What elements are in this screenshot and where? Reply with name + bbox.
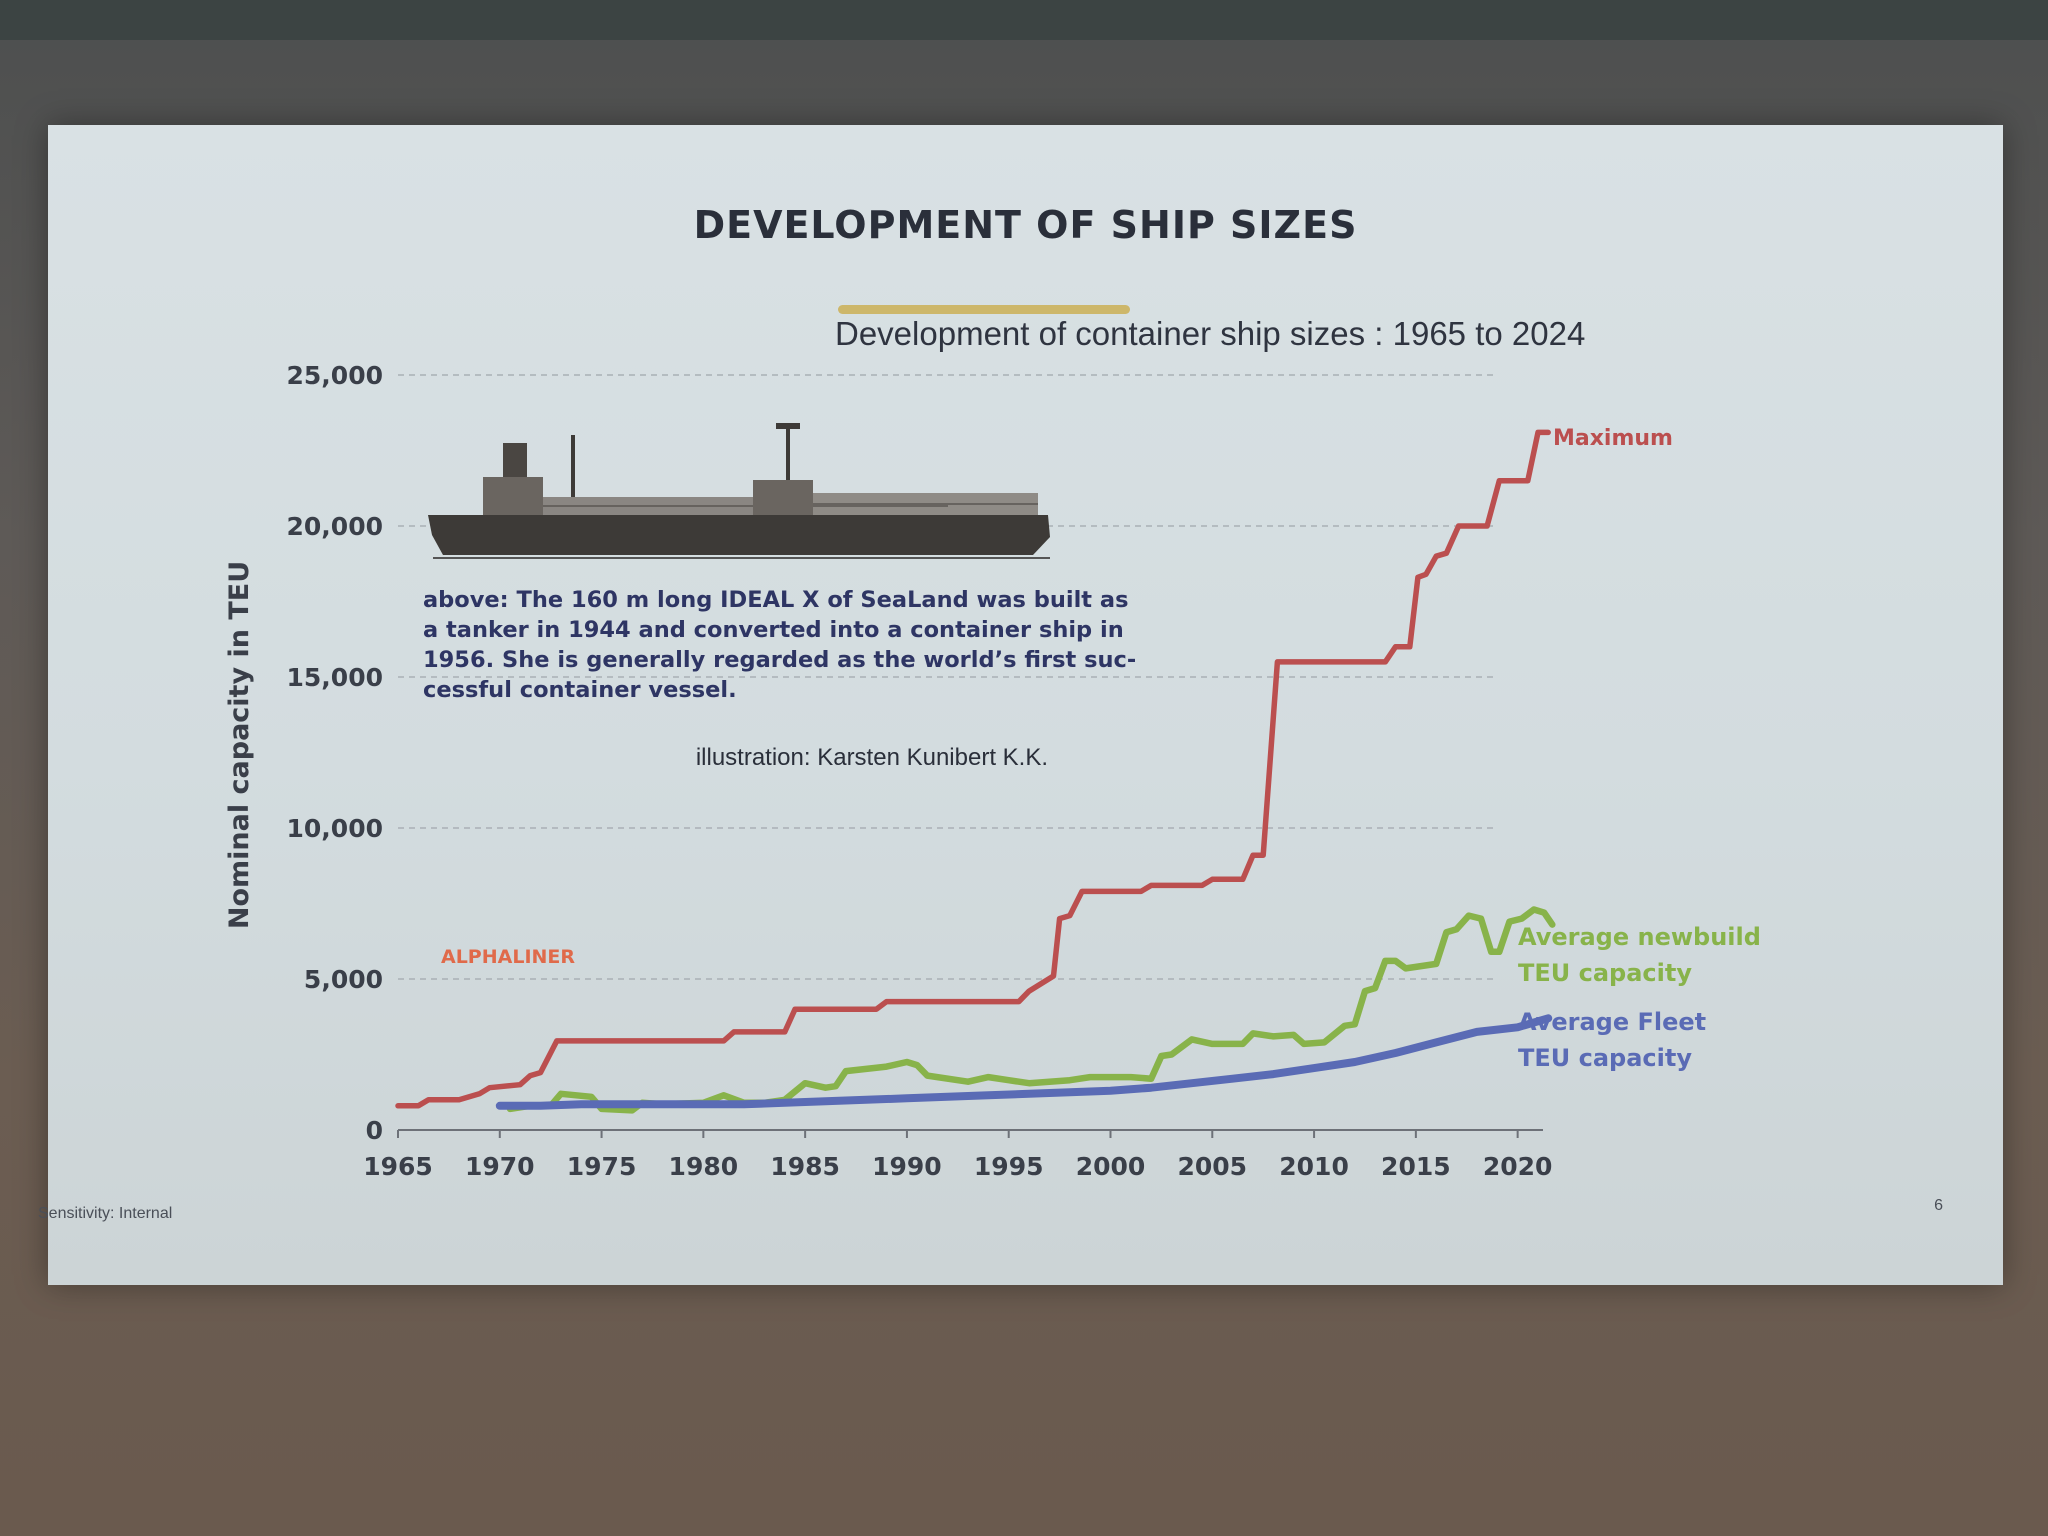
x-tick-label: 1975 bbox=[567, 1152, 637, 1181]
title-underline bbox=[838, 305, 1130, 314]
caption-line: a tanker in 1944 and converted into a co… bbox=[423, 617, 1124, 643]
slide-title: DEVELOPMENT OF SHIP SIZES bbox=[693, 203, 1358, 247]
ship-size-chart: Development of container ship sizes : 19… bbox=[224, 315, 1761, 1181]
series-label-newbuild: TEU capacity bbox=[1518, 959, 1692, 987]
y-tick-label: 15,000 bbox=[287, 663, 383, 692]
y-axis-label: Nominal capacity in TEU bbox=[224, 561, 255, 929]
x-tick-label: 1965 bbox=[363, 1152, 433, 1181]
y-tick-label: 20,000 bbox=[287, 512, 383, 541]
x-tick-label: 2020 bbox=[1483, 1152, 1553, 1181]
y-tick-label: 10,000 bbox=[287, 814, 383, 843]
series-labels: Maximum Average newbuild TEU capacity Avera… bbox=[1518, 426, 1761, 1072]
sensitivity-label: Sensitivity: Internal bbox=[38, 1205, 173, 1222]
series-line-maximum bbox=[395, 429, 1551, 1109]
y-tick-labels: 0 5,000 10,000 15,000 20,000 25,000 bbox=[287, 361, 383, 1145]
series-label-fleet: TEU capacity bbox=[1518, 1044, 1692, 1072]
series-label-newbuild: Average newbuild bbox=[1518, 923, 1761, 951]
series-line-newbuild bbox=[506, 906, 1556, 1114]
gridlines bbox=[398, 374, 1498, 980]
ideal-x-ship-illustration bbox=[428, 423, 1050, 559]
x-tick-label: 2010 bbox=[1279, 1152, 1349, 1181]
x-tick-label: 1985 bbox=[770, 1152, 840, 1181]
x-tick-label: 1980 bbox=[669, 1152, 739, 1181]
projector-frame-top bbox=[0, 0, 2048, 40]
series-label-maximum: Maximum bbox=[1553, 426, 1673, 451]
caption-line: 1956. She is generally regarded as the w… bbox=[423, 647, 1136, 673]
x-tick-label: 1970 bbox=[465, 1152, 535, 1181]
caption-line: above: The 160 m long IDEAL X of SeaLand… bbox=[423, 587, 1128, 613]
y-tick-label: 25,000 bbox=[287, 361, 383, 390]
chart-title: Development of container ship sizes : 19… bbox=[835, 315, 1585, 352]
series-lines bbox=[395, 429, 1556, 1114]
illustration-credit: illustration: Karsten Kunibert K.K. bbox=[696, 744, 1048, 771]
x-tick-labels: 1965 1970 1975 1980 1985 1990 1995 2000 2005 2010… bbox=[363, 1130, 1552, 1181]
alphaliner-logo-text: ALPHALINER bbox=[441, 946, 575, 968]
series-label-fleet: Average Fleet bbox=[1518, 1008, 1706, 1036]
series-line-fleet bbox=[495, 1014, 1553, 1110]
caption-line: cessful container vessel. bbox=[423, 677, 737, 703]
y-tick-label: 0 bbox=[366, 1116, 383, 1145]
x-tick-label: 2005 bbox=[1177, 1152, 1247, 1181]
x-tick-label: 1995 bbox=[974, 1152, 1044, 1181]
x-tick-label: 2015 bbox=[1381, 1152, 1451, 1181]
page-number: 6 bbox=[1934, 1197, 1943, 1214]
x-tick-label: 2000 bbox=[1076, 1152, 1146, 1181]
x-tick-label: 1990 bbox=[872, 1152, 942, 1181]
y-tick-label: 5,000 bbox=[304, 965, 383, 994]
slide: DEVELOPMENT OF SHIP SIZES Sensitivity: I… bbox=[38, 125, 2003, 1285]
ship-caption: above: The 160 m long IDEAL X of SeaLand… bbox=[423, 587, 1136, 703]
